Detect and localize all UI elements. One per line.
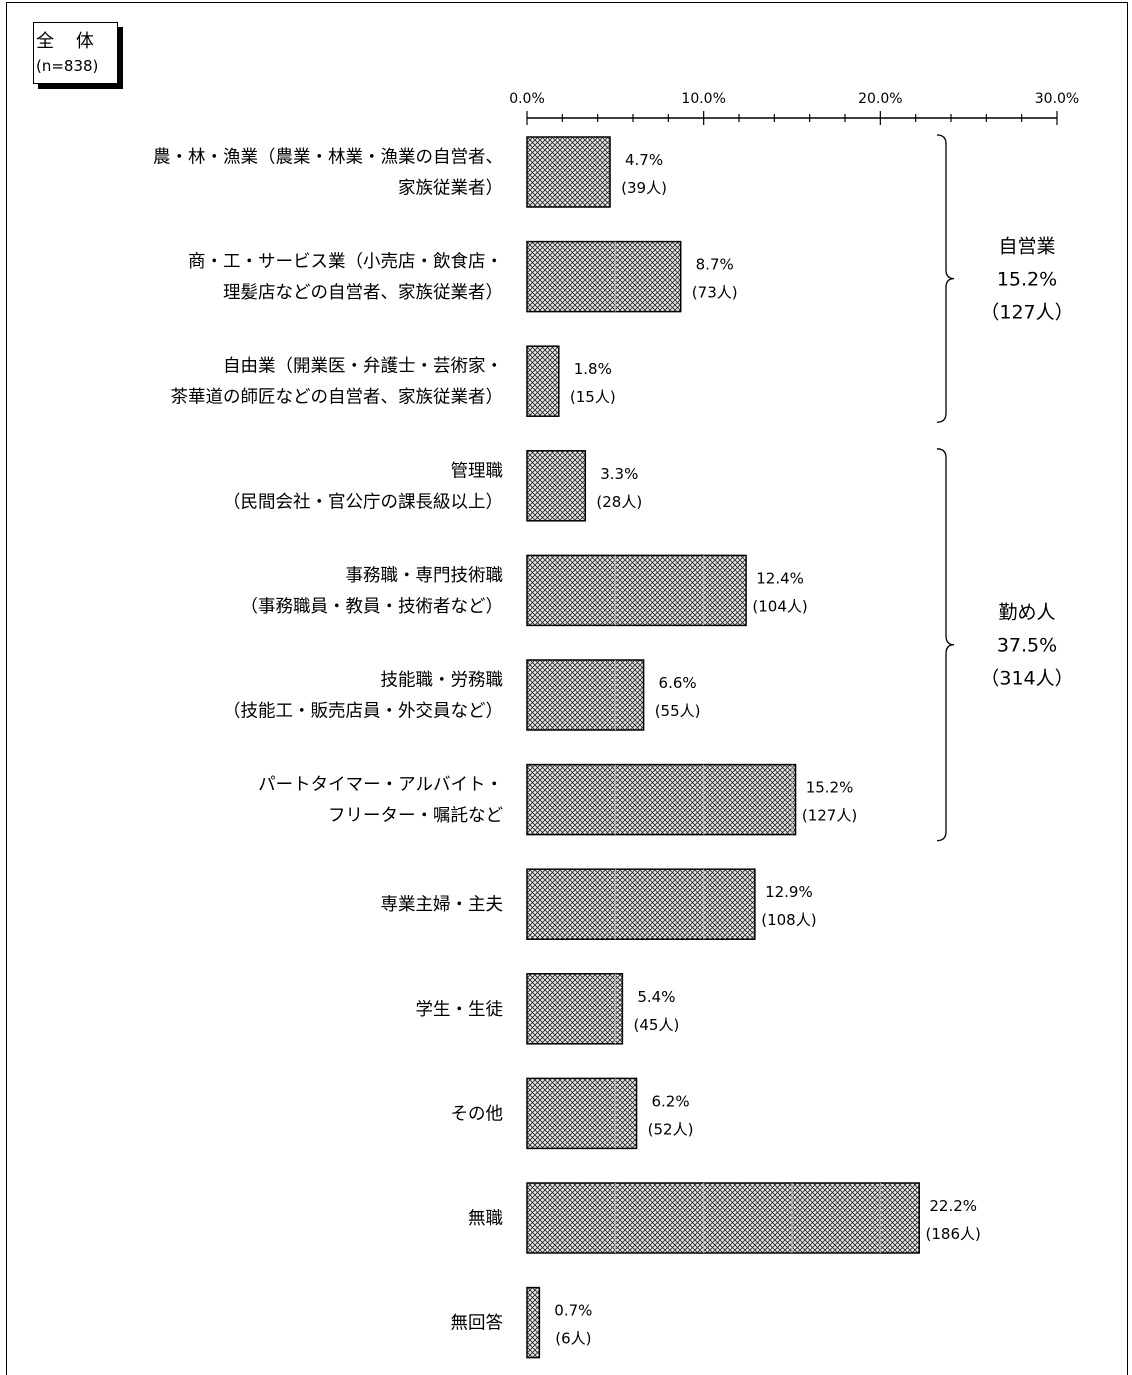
category-label: 理髪店などの自営者、家族従業者） (223, 282, 503, 303)
bar (526, 1182, 920, 1254)
category-label: 商・工・サービス業（小売店・飲食店・ (188, 252, 503, 272)
category-label: その他 (451, 1104, 504, 1124)
category-label: 専業主婦・主夫 (381, 895, 504, 915)
data-label-count: (127人) (802, 807, 857, 825)
bar (526, 1286, 541, 1359)
category-label: 学生・生徒 (416, 1000, 504, 1020)
data-label-percent: 3.3% (600, 465, 638, 483)
data-label-count: (15人) (570, 388, 616, 406)
chart-frame (6, 2, 1128, 1375)
bar (526, 1077, 638, 1150)
data-label-percent: 6.2% (651, 1092, 689, 1110)
data-label-percent: 0.7% (554, 1302, 592, 1320)
category-label: 事務職・専門技術職 (346, 566, 504, 586)
category-label: フリーター・嘱託など (328, 806, 503, 826)
category-label: 無職 (468, 1209, 503, 1229)
data-label-count: (186人) (926, 1225, 981, 1243)
x-tick-label: 20.0% (858, 91, 902, 107)
group-label: 自営業 (998, 236, 1055, 258)
data-label-percent: 5.4% (637, 988, 675, 1006)
category-label: （事務職員・教員・技術者など） (241, 597, 504, 617)
data-label-count: (28人) (596, 493, 642, 511)
group-brace (936, 134, 955, 423)
data-label-percent: 6.6% (659, 674, 697, 692)
data-label-percent: 4.7% (625, 151, 663, 169)
category-label: 技能職・労務職 (381, 671, 504, 691)
total-label-box: 全 体 (n=838) (33, 22, 118, 84)
data-label-count: (55人) (655, 702, 701, 720)
category-label: 無回答 (451, 1314, 504, 1334)
category-label: 茶華道の師匠などの自営者、家族従業者） (171, 388, 504, 408)
total-title: 全 体 (36, 31, 102, 52)
group-count: （314人） (980, 668, 1073, 690)
bar (526, 554, 747, 627)
data-label-count: (6人) (555, 1330, 591, 1348)
x-tick-label: 10.0% (681, 91, 725, 107)
group-brace (936, 448, 955, 842)
category-label: （民間会社・官公庁の課長級以上） (223, 492, 503, 512)
category-label: 管理職 (451, 461, 504, 481)
sample-size: (n=838) (36, 57, 99, 75)
data-label-count: (104人) (752, 597, 807, 615)
data-label-count: (52人) (648, 1120, 694, 1138)
group-label: 勤め人 (998, 602, 1055, 624)
x-tick-label: 0.0% (509, 91, 545, 107)
data-label-count: (73人) (692, 284, 738, 302)
bar (526, 763, 797, 836)
data-label-count: (39人) (621, 179, 667, 197)
group-percent: 37.5% (997, 635, 1057, 657)
data-label-percent: 12.4% (756, 569, 804, 587)
data-label-count: (45人) (634, 1016, 680, 1034)
x-tick-label: 30.0% (1035, 91, 1079, 107)
data-label-percent: 22.2% (929, 1197, 977, 1215)
bar (526, 240, 682, 313)
group-percent: 15.2% (997, 269, 1057, 291)
data-label-count: (108人) (761, 911, 816, 929)
data-label-percent: 15.2% (806, 779, 854, 797)
category-label: パートタイマー・アルバイト・ (258, 775, 503, 795)
bar (526, 136, 611, 208)
bar (526, 868, 756, 940)
category-label: 自由業（開業医・弁護士・芸術家・ (223, 357, 503, 377)
category-label: 農・林・漁業（農業・林業・漁業の自営者、 (153, 148, 503, 168)
bar (526, 973, 624, 1045)
data-label-percent: 12.9% (765, 883, 813, 901)
category-label: 家族従業者） (398, 179, 503, 199)
data-label-percent: 8.7% (696, 256, 734, 274)
category-label: （技能工・販売店員・外交員など） (223, 702, 503, 722)
data-label-percent: 1.8% (574, 360, 612, 378)
group-count: （127人） (980, 302, 1073, 324)
bar (526, 345, 560, 417)
bar (526, 450, 587, 522)
bar (526, 659, 645, 731)
